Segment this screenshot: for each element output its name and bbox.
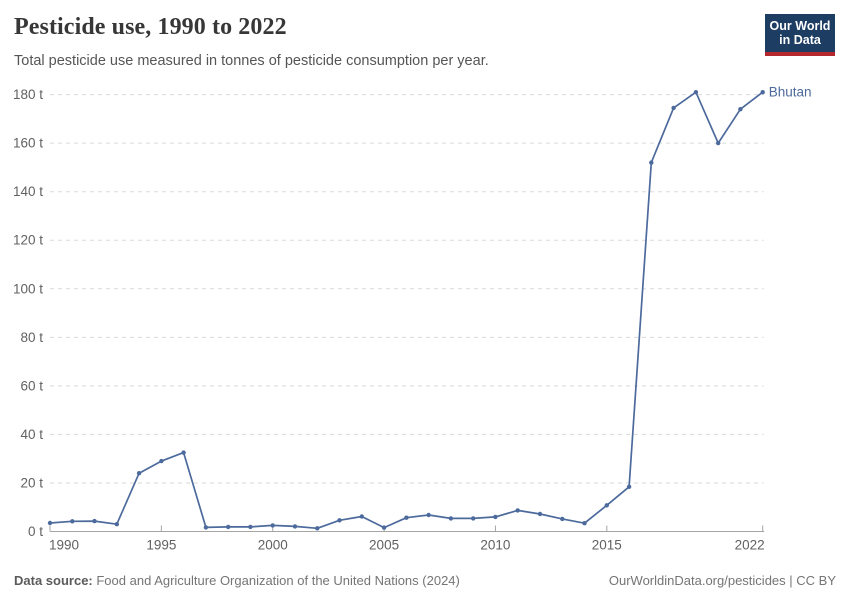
series-end-label[interactable]: Bhutan	[769, 85, 812, 100]
data-point[interactable]	[560, 516, 565, 522]
data-point[interactable]	[537, 511, 543, 517]
y-axis-tick-label: 20 t	[20, 475, 43, 490]
data-point[interactable]	[292, 524, 298, 529]
y-axis-tick-label: 120 t	[13, 233, 43, 248]
y-axis-tick-label: 40 t	[20, 427, 43, 442]
data-point[interactable]	[92, 518, 97, 524]
chart-footer: Data source: Food and Agriculture Organi…	[14, 573, 836, 588]
data-point[interactable]	[626, 484, 632, 489]
chart-subtitle: Total pesticide use measured in tonnes o…	[14, 53, 489, 69]
data-source-label: Data source:	[14, 573, 93, 588]
y-axis-tick-label: 0 t	[28, 524, 43, 539]
data-point[interactable]	[760, 90, 765, 95]
owid-logo-line1: Our World	[769, 19, 831, 33]
data-source-text: Food and Agriculture Organization of the…	[92, 573, 460, 588]
data-point[interactable]	[582, 521, 587, 526]
data-point[interactable]	[493, 514, 498, 520]
page-title: Pesticide use, 1990 to 2022	[14, 14, 287, 40]
data-point[interactable]	[248, 524, 253, 530]
data-point[interactable]	[47, 520, 53, 526]
data-point[interactable]	[70, 519, 75, 524]
y-axis-tick-label: 60 t	[20, 378, 43, 393]
data-point[interactable]	[738, 107, 743, 112]
x-axis-tick-label: 2010	[480, 538, 510, 553]
y-axis-tick-label: 140 t	[13, 184, 43, 199]
data-point[interactable]	[337, 518, 342, 523]
data-point[interactable]	[270, 523, 275, 528]
owid-logo[interactable]: Our World in Data	[765, 14, 835, 56]
data-point[interactable]	[671, 105, 676, 111]
data-point[interactable]	[604, 503, 609, 508]
data-point[interactable]	[159, 458, 164, 464]
x-axis-tick-label: 1990	[49, 538, 79, 553]
data-point[interactable]	[448, 516, 454, 521]
y-axis-tick-label: 80 t	[20, 330, 43, 345]
data-point[interactable]	[226, 524, 231, 530]
x-axis-tick-label: 1995	[146, 538, 176, 553]
x-axis-tick-label: 2015	[592, 538, 622, 553]
x-axis-tick-label: 2000	[258, 538, 288, 553]
x-axis-tick-label: 2022	[735, 538, 765, 553]
data-point[interactable]	[203, 525, 209, 530]
data-point[interactable]	[181, 450, 186, 455]
data-point[interactable]	[471, 516, 476, 521]
data-point[interactable]	[404, 515, 409, 520]
data-source-note: Data source: Food and Agriculture Organi…	[14, 573, 460, 588]
data-point[interactable]	[315, 526, 320, 531]
owid-logo-line2: in Data	[779, 33, 821, 48]
data-point[interactable]	[649, 160, 654, 165]
data-point[interactable]	[114, 522, 120, 527]
y-axis-tick-label: 160 t	[13, 136, 43, 151]
y-axis-tick-label: 180 t	[13, 87, 43, 102]
data-point[interactable]	[515, 508, 520, 513]
y-axis-tick-label: 100 t	[13, 281, 43, 296]
data-point[interactable]	[359, 514, 364, 519]
series-line[interactable]	[49, 91, 764, 530]
owid-url-license[interactable]: OurWorldinData.org/pesticides | CC BY	[608, 573, 836, 588]
data-point[interactable]	[381, 525, 387, 530]
data-point[interactable]	[693, 90, 699, 95]
x-axis-tick-label: 2005	[369, 538, 399, 553]
data-point[interactable]	[426, 512, 431, 518]
data-point[interactable]	[136, 471, 142, 476]
data-point[interactable]	[716, 140, 721, 146]
